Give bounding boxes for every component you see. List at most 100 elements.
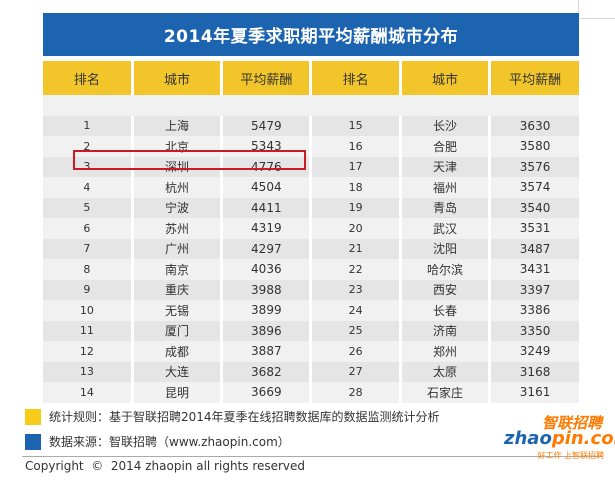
header-city-left: 城市 bbox=[130, 58, 222, 95]
cell-city-right: 太原 bbox=[398, 361, 490, 382]
cell-city-right: 武汉 bbox=[398, 218, 490, 239]
table-row: 5 宁波 4411 19 青岛 3540 bbox=[43, 197, 579, 218]
cell-rank-left: 14 bbox=[43, 382, 133, 403]
cell-city-left: 重庆 bbox=[130, 279, 222, 300]
table-row: 13 大连 3682 27 太原 3168 bbox=[43, 361, 579, 382]
cell-rank-right: 19 bbox=[309, 197, 401, 218]
cell-city-right: 青岛 bbox=[398, 197, 490, 218]
logo-en-orange: pin.com bbox=[551, 428, 615, 449]
table-title: 2014年夏季求职期平均薪酬城市分布 bbox=[43, 13, 579, 61]
cell-salary-right: 3161 bbox=[488, 382, 579, 403]
cell-rank-right: 26 bbox=[309, 341, 401, 362]
cell-rank-left: 6 bbox=[43, 218, 133, 239]
cell-salary-right: 3168 bbox=[488, 361, 579, 382]
table-body: 1 上海 5479 15 长沙 3630 2 北京 5343 16 合肥 3580 3 深圳 4776 17 天… bbox=[43, 95, 579, 403]
legend-rule: 统计规则：基于智联招聘2014年夏季在线招聘数据库的数据监测统计分析 bbox=[25, 408, 440, 425]
cell-salary-right: 3386 bbox=[488, 300, 579, 321]
table-row: 12 成都 3887 26 郑州 3249 bbox=[43, 341, 579, 362]
header-salary-right: 平均薪酬 bbox=[488, 58, 579, 95]
cell-salary-left: 3988 bbox=[220, 279, 311, 300]
cell-salary-right: 3576 bbox=[488, 156, 579, 177]
footer-divider bbox=[22, 456, 603, 457]
cell-rank-left: 3 bbox=[43, 156, 133, 177]
cell-salary-left: 4776 bbox=[220, 156, 311, 177]
table-row: 14 昆明 3669 28 石家庄 3161 bbox=[43, 382, 579, 403]
yellow-swatch-icon bbox=[25, 408, 41, 425]
cell-rank-right: 18 bbox=[309, 177, 401, 198]
cell-city-right: 天津 bbox=[398, 156, 490, 177]
header-salary-left: 平均薪酬 bbox=[220, 58, 311, 95]
cell-city-left: 大连 bbox=[130, 361, 222, 382]
legend-rule-text: 统计规则：基于智联招聘2014年夏季在线招聘数据库的数据监测统计分析 bbox=[49, 410, 440, 424]
copyright: Copyright © 2014 zhaopin all rights rese… bbox=[25, 459, 306, 473]
cell-city-right: 长春 bbox=[398, 300, 490, 321]
cell-rank-right: 15 bbox=[309, 115, 401, 136]
table-row: 11 厦门 3896 25 济南 3350 bbox=[43, 320, 579, 341]
header-rank-right: 排名 bbox=[309, 58, 401, 95]
table-row: 1 上海 5479 15 长沙 3630 bbox=[43, 115, 579, 136]
cell-salary-left: 3887 bbox=[220, 341, 311, 362]
cell-rank-right: 25 bbox=[309, 320, 401, 341]
cell-city-right: 西安 bbox=[398, 279, 490, 300]
cell-city-left: 南京 bbox=[130, 259, 222, 280]
cell-salary-right: 3531 bbox=[488, 218, 579, 239]
cell-rank-right: 28 bbox=[309, 382, 401, 403]
cell-rank-left: 1 bbox=[43, 115, 133, 136]
table-row: 10 无锡 3899 24 长春 3386 bbox=[43, 300, 579, 321]
cell-rank-right: 23 bbox=[309, 279, 401, 300]
legend-source-text: 数据来源：智联招聘（www.zhaopin.com） bbox=[49, 435, 290, 449]
cell-rank-right: 27 bbox=[309, 361, 401, 382]
cell-salary-left: 4319 bbox=[220, 218, 311, 239]
table-row: 6 苏州 4319 20 武汉 3531 bbox=[43, 218, 579, 239]
header-rank-left: 排名 bbox=[43, 58, 133, 95]
cell-rank-right: 24 bbox=[309, 300, 401, 321]
header-row: 排名 城市 平均薪酬 排名 城市 平均薪酬 bbox=[43, 58, 579, 95]
logo-cn-text: 智联招聘 bbox=[541, 414, 602, 432]
salary-table: 2014年夏季求职期平均薪酬城市分布 排名 城市 平均薪酬 排名 城市 平均薪酬… bbox=[43, 13, 579, 403]
cell-rank-left: 9 bbox=[43, 279, 133, 300]
cell-city-right: 郑州 bbox=[398, 341, 490, 362]
cell-salary-left: 3896 bbox=[220, 320, 311, 341]
cell-salary-left: 3682 bbox=[220, 361, 311, 382]
cell-rank-left: 4 bbox=[43, 177, 133, 198]
blue-swatch-icon bbox=[25, 433, 41, 450]
cell-city-left: 厦门 bbox=[130, 320, 222, 341]
legend-source: 数据来源：智联招聘（www.zhaopin.com） bbox=[25, 433, 290, 450]
cell-salary-left: 4297 bbox=[220, 238, 311, 259]
cell-salary-left: 4411 bbox=[220, 197, 311, 218]
cell-rank-right: 21 bbox=[309, 238, 401, 259]
cell-city-right: 长沙 bbox=[398, 115, 490, 136]
cell-rank-right: 16 bbox=[309, 136, 401, 157]
cell-rank-right: 17 bbox=[309, 156, 401, 177]
cell-salary-right: 3397 bbox=[488, 279, 579, 300]
table-row: 9 重庆 3988 23 西安 3397 bbox=[43, 279, 579, 300]
cell-city-right: 济南 bbox=[398, 320, 490, 341]
cell-rank-left: 8 bbox=[43, 259, 133, 280]
logo-en-text: zhaopin.com bbox=[504, 428, 615, 449]
cell-city-left: 宁波 bbox=[130, 197, 222, 218]
cell-salary-right: 3580 bbox=[488, 136, 579, 157]
cell-city-left: 广州 bbox=[130, 238, 222, 259]
cell-city-left: 杭州 bbox=[130, 177, 222, 198]
logo-tagline: 好工作 上智联招聘 bbox=[537, 451, 604, 460]
cell-rank-left: 11 bbox=[43, 320, 133, 341]
table-row: 4 杭州 4504 18 福州 3574 bbox=[43, 177, 579, 198]
cell-salary-left: 3899 bbox=[220, 300, 311, 321]
logo-en-blue: zhao bbox=[504, 428, 552, 449]
cell-city-left: 成都 bbox=[130, 341, 222, 362]
table-row: 8 南京 4036 22 哈尔滨 3431 bbox=[43, 259, 579, 280]
cell-city-right: 沈阳 bbox=[398, 238, 490, 259]
cell-salary-right: 3540 bbox=[488, 197, 579, 218]
cell-salary-right: 3249 bbox=[488, 341, 579, 362]
cell-rank-right: 20 bbox=[309, 218, 401, 239]
cell-salary-right: 3574 bbox=[488, 177, 579, 198]
cell-salary-left: 4036 bbox=[220, 259, 311, 280]
cell-city-left: 深圳 bbox=[130, 156, 222, 177]
cell-salary-right: 3350 bbox=[488, 320, 579, 341]
cell-rank-left: 7 bbox=[43, 238, 133, 259]
cell-rank-left: 5 bbox=[43, 197, 133, 218]
cell-city-left: 苏州 bbox=[130, 218, 222, 239]
cell-city-right: 石家庄 bbox=[398, 382, 490, 403]
cell-city-right: 福州 bbox=[398, 177, 490, 198]
cell-salary-left: 5479 bbox=[220, 115, 311, 136]
